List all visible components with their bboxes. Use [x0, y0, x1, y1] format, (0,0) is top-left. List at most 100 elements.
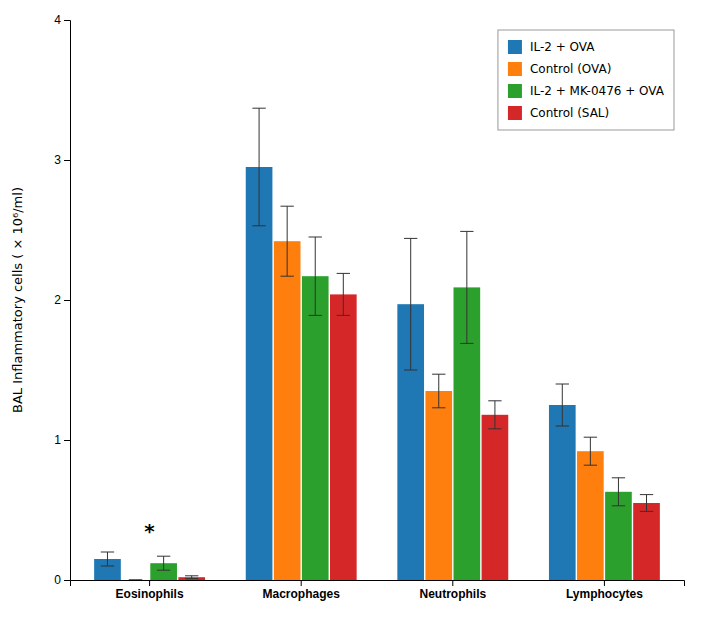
- error-bar-cap: [157, 570, 170, 571]
- legend-item: IL-2 + MK-0476 + OVA: [508, 84, 665, 98]
- error-bar-cap: [101, 552, 114, 553]
- bar: [425, 391, 452, 580]
- x-axis-line: [71, 581, 685, 587]
- y-tick: 0: [54, 573, 70, 587]
- error-bar-stem: [287, 206, 288, 276]
- error-bar-cap: [185, 578, 198, 579]
- error-bar-cap: [404, 238, 417, 239]
- bar-series: [94, 108, 575, 580]
- error-bar: [432, 374, 445, 408]
- x-tick-mark: [604, 580, 605, 586]
- y-tick-label: 0: [54, 573, 61, 587]
- y-tick-mark: [64, 160, 70, 161]
- annotation: *: [144, 519, 155, 543]
- bar-series: [129, 206, 604, 580]
- error-bar-cap: [612, 505, 625, 506]
- y-tick-label: 1: [54, 433, 61, 447]
- error-bar-stem: [259, 108, 260, 226]
- error-bar-cap: [584, 437, 597, 438]
- error-bar: [280, 206, 293, 276]
- error-bar-cap: [404, 370, 417, 371]
- error-bar-cap: [157, 556, 170, 557]
- error-bar-cap: [252, 108, 265, 109]
- y-tick: 3: [54, 153, 70, 167]
- y-tick: 2: [54, 293, 70, 307]
- error-bar-stem: [438, 374, 439, 408]
- plot: 0 1 2 3 4 Eosinophils Macrophages Neutrophils Ly…: [54, 13, 684, 600]
- error-bar: [612, 478, 625, 506]
- error-bar: [584, 437, 597, 465]
- error-bar: [185, 576, 198, 579]
- error-bar-cap: [488, 400, 501, 401]
- error-bar-stem: [590, 437, 591, 465]
- y-tick: 4: [54, 13, 70, 27]
- error-bar-stem: [410, 238, 411, 370]
- error-bar-cap: [612, 477, 625, 478]
- x-tick-mark: [301, 580, 302, 586]
- x-tick: Macrophages: [263, 580, 341, 601]
- error-bar-stem: [107, 552, 108, 566]
- bar: [330, 294, 357, 580]
- error-bar-stem: [163, 556, 164, 570]
- error-bar: [157, 556, 170, 570]
- y-tick-label: 2: [54, 293, 61, 307]
- error-bar-stem: [494, 401, 495, 429]
- error-bar-cap: [280, 276, 293, 277]
- y-axis-title: BAL Inflammatory cells ( × 10⁶/ml): [10, 187, 25, 413]
- bar: [633, 503, 660, 580]
- error-bar-stem: [618, 478, 619, 506]
- y-tick-label: 3: [54, 153, 61, 167]
- error-bar-stem: [646, 495, 647, 512]
- legend-box: [498, 30, 674, 130]
- bar: [274, 241, 301, 580]
- error-bar-cap: [309, 315, 322, 316]
- error-bar-cap: [640, 494, 653, 495]
- error-bar: [640, 495, 653, 512]
- error-bar-cap: [129, 580, 142, 581]
- bar: [577, 451, 604, 580]
- error-bar-cap: [584, 465, 597, 466]
- error-bar-cap: [185, 575, 198, 576]
- error-bar-stem: [343, 273, 344, 315]
- error-bar: [460, 231, 473, 343]
- bar-series: [150, 231, 631, 580]
- error-bar-cap: [460, 231, 473, 232]
- error-bar-cap: [337, 315, 350, 316]
- legend-item: Control (SAL): [508, 106, 609, 120]
- y-tick-mark: [64, 300, 70, 301]
- error-bar-cap: [337, 273, 350, 274]
- legend-label: Control (SAL): [530, 106, 609, 120]
- error-bar: [129, 580, 142, 581]
- error-bar: [488, 401, 501, 429]
- legend-swatch: [508, 62, 522, 76]
- x-tick-label: Macrophages: [263, 587, 341, 601]
- y-tick-mark: [64, 440, 70, 441]
- error-bar-cap: [252, 225, 265, 226]
- legend: IL-2 + OVA Control (OVA) IL-2 + MK-0476 + …: [498, 30, 674, 130]
- x-tick-label: Lymphocytes: [566, 587, 643, 601]
- bar: [246, 167, 273, 580]
- error-bar-cap: [640, 511, 653, 512]
- error-bar-cap: [488, 428, 501, 429]
- legend-swatch: [508, 106, 522, 120]
- x-tick: Lymphocytes: [566, 580, 643, 601]
- x-tick-label: Eosinophils: [116, 587, 184, 601]
- bar: [302, 276, 329, 580]
- bar: [122, 580, 149, 581]
- legend-item: IL-2 + OVA: [508, 40, 595, 54]
- y-tick-mark: [64, 20, 70, 21]
- error-bar-stem: [315, 237, 316, 315]
- y-axis-line: [64, 21, 71, 581]
- legend-label: Control (OVA): [530, 62, 611, 76]
- y-tick-label: 4: [54, 13, 61, 27]
- chart: 0 1 2 3 4 Eosinophils Macrophages Neutrophils Ly…: [0, 0, 704, 625]
- legend-label: IL-2 + MK-0476 + OVA: [530, 84, 665, 98]
- error-bar-cap: [556, 384, 569, 385]
- error-bar-cap: [432, 407, 445, 408]
- error-bar: [101, 552, 114, 566]
- marks: [94, 108, 660, 580]
- x-tick: Neutrophils: [419, 580, 486, 601]
- error-bar-cap: [460, 343, 473, 344]
- x-axis: Eosinophils Macrophages Neutrophils Lymphoc…: [71, 580, 685, 601]
- y-axis: 0 1 2 3 4: [54, 13, 70, 587]
